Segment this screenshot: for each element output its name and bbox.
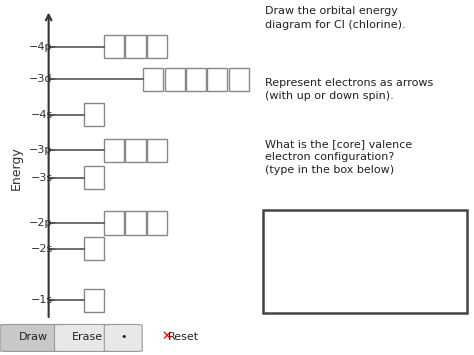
Text: Reset: Reset	[168, 332, 200, 342]
Bar	[263, 210, 467, 313]
Text: −3s: −3s	[30, 173, 53, 183]
Bar	[228, 67, 249, 91]
Text: Draw: Draw	[18, 332, 48, 342]
FancyBboxPatch shape	[55, 324, 121, 351]
Bar	[104, 138, 124, 162]
Bar	[125, 35, 146, 59]
Text: •: •	[120, 332, 127, 342]
Bar	[125, 211, 146, 235]
Text: Energy: Energy	[9, 146, 23, 190]
Text: −3d: −3d	[29, 74, 53, 84]
Bar	[104, 211, 124, 235]
Text: −4p: −4p	[29, 42, 53, 52]
Text: ✕: ✕	[161, 330, 172, 343]
Bar	[147, 211, 167, 235]
Text: −3p: −3p	[29, 145, 53, 155]
Bar	[143, 67, 164, 91]
Text: Erase: Erase	[72, 332, 103, 342]
Text: Represent electrons as arrows
(with up or down spin).: Represent electrons as arrows (with up o…	[264, 77, 433, 101]
Bar	[186, 67, 206, 91]
Text: −2p: −2p	[29, 218, 53, 228]
Bar	[104, 35, 124, 59]
Bar	[84, 237, 104, 260]
Bar	[84, 103, 104, 126]
Text: Draw the orbital energy
diagram for Cl (chlorine).: Draw the orbital energy diagram for Cl (…	[264, 6, 405, 30]
Bar	[164, 67, 185, 91]
Text: −2s: −2s	[30, 244, 53, 254]
Text: −4s: −4s	[30, 110, 53, 120]
Bar	[207, 67, 228, 91]
Bar	[125, 138, 146, 162]
Text: −1s: −1s	[30, 295, 53, 305]
Bar	[147, 138, 167, 162]
FancyBboxPatch shape	[0, 324, 66, 351]
Bar	[84, 166, 104, 189]
Bar	[147, 35, 167, 59]
FancyBboxPatch shape	[104, 324, 142, 351]
Bar	[84, 289, 104, 312]
Text: What is the [core] valence
electron configuration?
(type in the box below): What is the [core] valence electron conf…	[264, 139, 412, 175]
